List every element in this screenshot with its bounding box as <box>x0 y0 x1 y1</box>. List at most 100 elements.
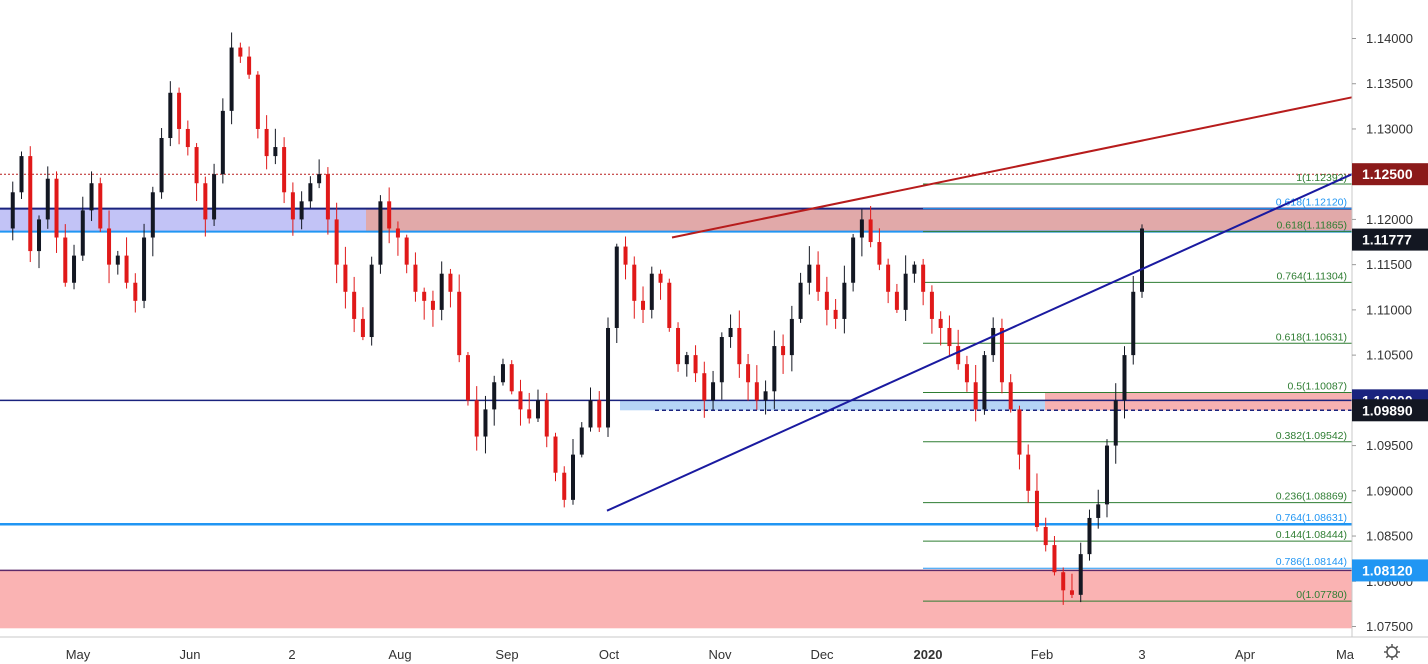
y-tick-label-0: 1.14000 <box>1366 31 1413 46</box>
candle-body-48 <box>422 291 427 301</box>
candle-body-58 <box>509 364 514 392</box>
candle-body-8 <box>72 255 77 283</box>
candle-body-33 <box>290 192 295 220</box>
candle-body-94 <box>824 291 829 310</box>
candle-body-126 <box>1104 445 1109 505</box>
candle-body-67 <box>588 400 593 428</box>
price-badge-label-1: 1.11777 <box>1362 232 1412 248</box>
support-zone-blue <box>620 400 1045 411</box>
x-tick-label-0: May <box>66 647 91 662</box>
resistance-zone-red <box>366 208 1352 232</box>
candle-body-38 <box>334 219 339 265</box>
candle-body-73 <box>641 300 646 310</box>
fib-label-6: 0.382(1.09542) <box>1276 430 1347 442</box>
candle-body-2 <box>19 156 24 193</box>
candle-body-66 <box>579 427 584 455</box>
candle-body-90 <box>789 318 794 356</box>
candle-body-64 <box>562 472 567 500</box>
candle-body-102 <box>894 291 899 310</box>
candle-body-5 <box>45 178 50 220</box>
candle-body-43 <box>378 201 383 265</box>
candle-body-129 <box>1131 291 1136 356</box>
candle-body-124 <box>1087 517 1092 555</box>
candle-body-71 <box>623 246 628 265</box>
candle-body-120 <box>1052 545 1057 573</box>
trendlines-layer <box>606 96 1353 512</box>
y-tick-label-3: 1.12000 <box>1366 212 1413 227</box>
candle-body-68 <box>597 400 602 428</box>
candle-body-1 <box>10 192 15 229</box>
candle-body-83 <box>728 327 733 338</box>
red-trendline <box>671 96 1353 239</box>
candle-body-30 <box>264 128 269 157</box>
fib-label-9: 0.144(1.08444) <box>1276 529 1347 541</box>
candle-body-78 <box>684 355 689 365</box>
candle-body-77 <box>676 327 681 365</box>
fib-label-0: 1(1.12392) <box>1296 172 1347 184</box>
candle-body-61 <box>535 400 540 419</box>
candle-body-118 <box>1034 490 1039 527</box>
candle-body-4 <box>37 219 42 252</box>
candle-body-72 <box>632 264 637 301</box>
candle-body-91 <box>798 282 803 319</box>
candle-body-35 <box>308 183 313 202</box>
candle-body-104 <box>912 264 917 274</box>
candle-body-19 <box>168 92 173 139</box>
candle-body-56 <box>492 382 497 410</box>
candle-body-47 <box>413 264 418 292</box>
fib-label-8: 0.764(1.08631) <box>1276 512 1347 524</box>
support-zone-red <box>1045 392 1352 411</box>
y-tick-label-11: 1.07500 <box>1366 619 1413 634</box>
x-tick-label-10: 3 <box>1138 647 1145 662</box>
fib-label-1: 0.618(1.12120) <box>1276 197 1347 209</box>
candle-body-75 <box>658 273 663 283</box>
settings-gear-icon[interactable] <box>1384 644 1400 660</box>
candle-body-122 <box>1069 590 1074 595</box>
y-tick-label-6: 1.10500 <box>1366 348 1413 363</box>
candle-body-17 <box>150 192 155 238</box>
candle-body-86 <box>754 382 759 401</box>
candle-body-85 <box>746 364 751 383</box>
candle-body-117 <box>1026 454 1031 491</box>
candle-body-31 <box>273 147 278 157</box>
candle-body-14 <box>124 255 129 283</box>
candle-body-89 <box>781 346 786 356</box>
price-badge-0 <box>1352 163 1428 186</box>
x-tick-label-4: Sep <box>495 647 518 662</box>
candle-body-3 <box>28 156 33 252</box>
candle-body-107 <box>938 318 943 328</box>
candle-body-121 <box>1061 572 1066 591</box>
candle-body-109 <box>956 346 961 365</box>
candle-body-49 <box>430 300 435 310</box>
candle-body-40 <box>352 291 357 319</box>
candle-body-55 <box>483 409 488 437</box>
candle-body-54 <box>474 400 479 437</box>
candles-layer <box>10 32 1144 605</box>
candle-body-76 <box>667 282 672 328</box>
candle-body-123 <box>1078 554 1083 595</box>
x-tick-label-7: Dec <box>810 647 834 662</box>
candle-body-130 <box>1140 228 1144 292</box>
candle-body-24 <box>212 174 217 220</box>
candle-body-37 <box>325 174 330 220</box>
candle-body-28 <box>247 56 252 75</box>
price-badge-label-0: 1.12500 <box>1362 166 1413 182</box>
horizontal-lines-layer <box>0 173 1352 572</box>
candle-body-26 <box>229 47 234 111</box>
candle-body-39 <box>343 264 348 292</box>
candle-body-25 <box>220 110 225 175</box>
candle-body-108 <box>947 327 952 347</box>
candle-body-65 <box>571 454 575 500</box>
fib-label-7: 0.236(1.08869) <box>1276 491 1347 503</box>
x-tick-label-9: Feb <box>1031 647 1053 662</box>
candle-body-34 <box>299 201 304 220</box>
candle-body-59 <box>518 391 523 410</box>
candle-body-46 <box>404 237 409 265</box>
fib-label-2: 0.618(1.11865) <box>1277 220 1347 232</box>
candle-body-79 <box>693 355 698 374</box>
price-badge-label-3: 1.09890 <box>1362 402 1413 418</box>
price-badge-3 <box>1352 399 1428 422</box>
x-tick-label-2: 2 <box>288 647 295 662</box>
candle-body-51 <box>448 273 453 292</box>
x-tick-label-5: Oct <box>599 647 620 662</box>
